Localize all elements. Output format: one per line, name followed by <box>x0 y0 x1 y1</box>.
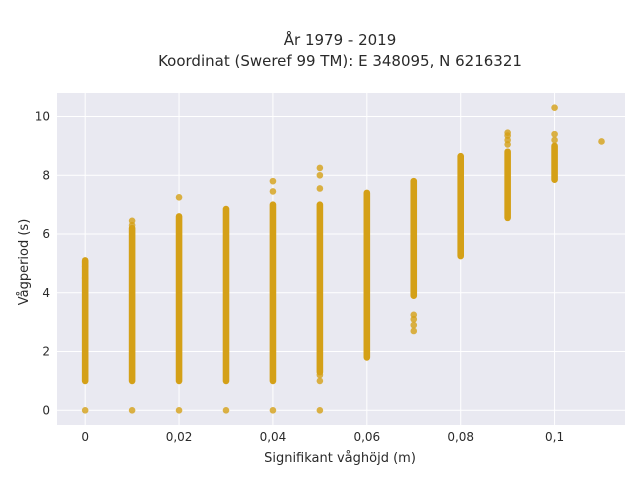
data-point <box>128 217 136 225</box>
y-axis-label: Vågperiod (s) <box>17 219 32 306</box>
y-tick-label: 6 <box>42 227 50 241</box>
x-tick-label: 0,08 <box>447 430 474 444</box>
data-point <box>175 407 183 414</box>
data-point <box>128 407 136 414</box>
data-point <box>316 377 324 385</box>
plot-area <box>57 93 625 425</box>
data-point <box>316 171 324 179</box>
x-tick-label: 0,02 <box>166 430 193 444</box>
chart-title-line2: Koordinat (Sweref 99 TM): E 348095, N 62… <box>158 52 522 70</box>
data-point <box>551 104 558 111</box>
x-tick-label: 0,04 <box>260 430 287 444</box>
data-point <box>551 130 558 138</box>
data-point <box>410 327 418 335</box>
x-tick-label: 0 <box>81 430 89 444</box>
x-tick-label: 0,06 <box>353 430 380 444</box>
data-point <box>175 194 183 201</box>
data-point <box>81 274 89 282</box>
data-point <box>269 188 277 195</box>
y-tick-label: 2 <box>42 345 50 359</box>
data-point <box>410 321 418 329</box>
data-points <box>81 104 605 414</box>
y-tick-label: 4 <box>42 286 50 300</box>
data-point <box>81 407 89 414</box>
y-axis-ticks: 0 2 4 6 8 10 <box>35 110 50 418</box>
data-point <box>316 371 324 379</box>
data-point <box>269 177 277 185</box>
data-point <box>222 407 230 414</box>
data-point <box>504 129 511 136</box>
data-point <box>316 164 324 172</box>
data-point <box>598 138 605 145</box>
x-axis-ticks: 0 0,02 0,04 0,06 0,08 0,1 <box>81 430 564 444</box>
data-point <box>81 258 89 266</box>
data-point <box>316 185 324 192</box>
y-tick-label: 0 <box>42 403 50 417</box>
chart-title-line1: År 1979 - 2019 <box>284 30 397 49</box>
data-point <box>410 311 418 319</box>
y-tick-label: 10 <box>35 110 50 124</box>
x-tick-label: 0,1 <box>545 430 564 444</box>
data-point <box>551 136 558 144</box>
data-point <box>316 407 324 414</box>
data-point <box>269 407 277 414</box>
y-tick-label: 8 <box>42 168 50 182</box>
x-axis-label: Signifikant våghöjd (m) <box>264 451 416 466</box>
